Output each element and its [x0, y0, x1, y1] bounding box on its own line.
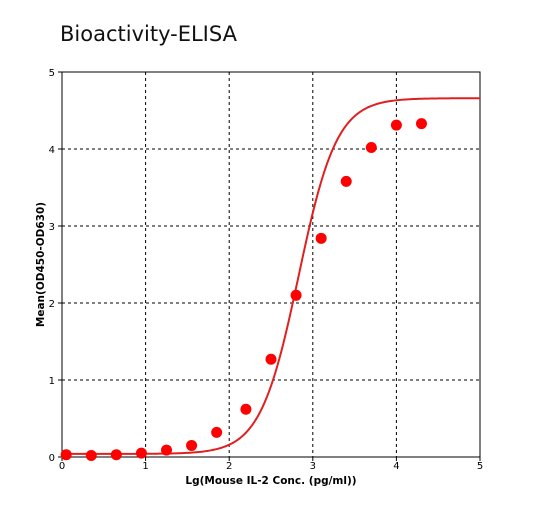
- data-point: [365, 141, 377, 153]
- x-axis-label: Lg(Mouse IL-2 Conc. (pg/ml)): [185, 475, 356, 487]
- data-point: [85, 449, 97, 461]
- y-tick-label: 1: [49, 376, 55, 387]
- x-tick-label: 1: [142, 461, 148, 472]
- y-tick-label: 4: [49, 145, 55, 156]
- x-tick-label: 0: [59, 461, 65, 472]
- data-point: [340, 175, 352, 187]
- chart-title: Bioactivity-ELISA: [60, 22, 237, 46]
- x-tick-label: 3: [310, 461, 316, 472]
- data-point: [186, 439, 198, 451]
- data-point: [265, 353, 277, 365]
- y-tick-label: 5: [49, 68, 55, 79]
- data-point: [290, 289, 302, 301]
- fit-curve: [66, 97, 480, 455]
- y-tick-label: 3: [49, 222, 55, 233]
- data-point: [135, 447, 147, 459]
- data-point: [240, 403, 252, 415]
- data-point: [390, 119, 402, 131]
- data-point: [60, 449, 72, 461]
- data-point: [161, 444, 172, 456]
- y-axis-label: Mean(OD450-OD630): [35, 202, 47, 327]
- data-points: [60, 118, 427, 461]
- axis-ticks: 0 1 2 3 4 5 0 1 2 3 4 5: [49, 68, 484, 472]
- x-tick-label: 5: [477, 461, 483, 472]
- plot-frame: [61, 71, 481, 458]
- data-point: [110, 449, 122, 461]
- x-tick-label: 4: [393, 461, 399, 472]
- data-point: [315, 232, 327, 244]
- y-tick-label: 0: [49, 453, 55, 464]
- data-point: [415, 118, 427, 130]
- x-tick-label: 2: [226, 461, 232, 472]
- grid-lines: [62, 72, 480, 457]
- y-tick-label: 2: [49, 299, 55, 310]
- data-point: [211, 426, 223, 438]
